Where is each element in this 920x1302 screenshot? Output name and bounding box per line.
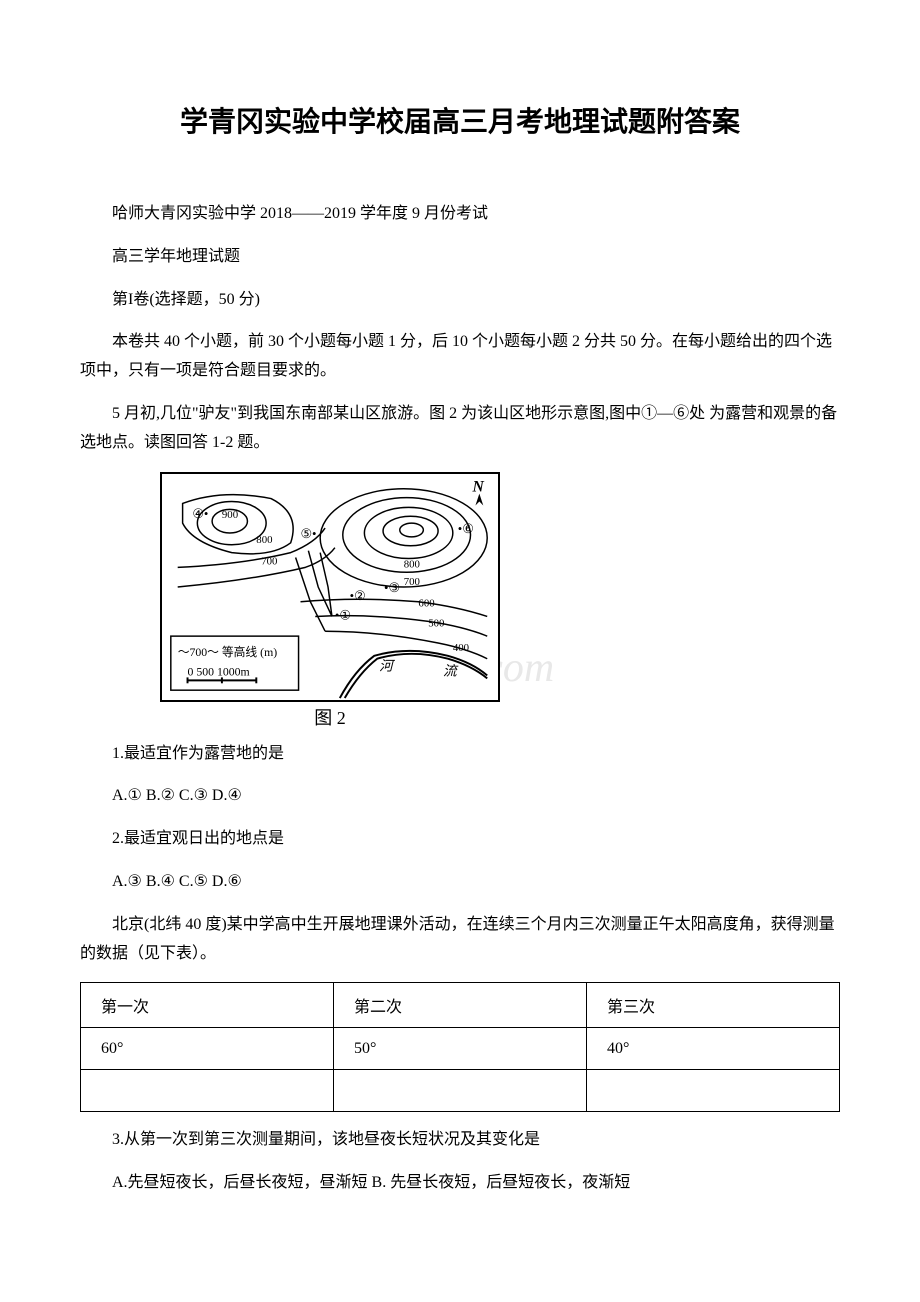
table-row: 60° 50° 40°	[81, 1028, 840, 1070]
contour-label: 700	[404, 576, 420, 588]
point-3: •③	[384, 580, 400, 594]
q1-stem: 1.最适宜作为露营地的是	[80, 740, 840, 769]
contour-label: 800	[256, 533, 272, 545]
point-6: •⑥	[458, 522, 474, 536]
table-cell-empty	[587, 1070, 840, 1112]
measurement-table: 第一次 第二次 第三次 60° 50° 40°	[80, 982, 840, 1112]
legend-scale: 0 500 1000m	[188, 664, 250, 678]
contour-label: 800	[404, 558, 420, 570]
header-line-3: 第I卷(选择题，50 分)	[80, 286, 840, 315]
point-1: •①	[335, 608, 351, 622]
q1-options: A.① B.② C.③ D.④	[80, 782, 840, 811]
contour-label: 700	[261, 555, 277, 567]
contour-map-svg: 900 800 700 800 700 600 500 400 •① •② •③…	[162, 474, 498, 700]
table-header-1: 第一次	[81, 983, 334, 1028]
point-2: •②	[350, 588, 366, 602]
figure-2: 900 800 700 800 700 600 500 400 •① •② •③…	[160, 472, 840, 730]
instruction-text: 本卷共 40 个小题，前 30 个小题每小题 1 分，后 10 个小题每小题 2…	[80, 328, 840, 386]
contour-label: 500	[428, 617, 444, 629]
table-cell: 60°	[81, 1028, 334, 1070]
contour-label: 600	[418, 597, 434, 609]
table-cell-empty	[81, 1070, 334, 1112]
page-title: 学青冈实验中学校届高三月考地理试题附答案	[80, 100, 840, 140]
point-5: ⑤•	[301, 526, 317, 540]
contour-label: 900	[222, 509, 238, 521]
figure-label: 图 2	[290, 704, 370, 730]
river-label: 河	[379, 658, 395, 673]
table-cell-empty	[334, 1070, 587, 1112]
q3-stem: 3.从第一次到第三次测量期间，该地昼夜长短状况及其变化是	[80, 1126, 840, 1155]
table-cell: 40°	[587, 1028, 840, 1070]
contour-label: 400	[453, 641, 469, 653]
q2-options: A.③ B.④ C.⑤ D.⑥	[80, 868, 840, 897]
flow-label: 流	[443, 663, 459, 678]
header-line-1: 哈师大青冈实验中学 2018——2019 学年度 9 月份考试	[80, 200, 840, 229]
table-cell: 50°	[334, 1028, 587, 1070]
passage-2: 北京(北纬 40 度)某中学高中生开展地理课外活动，在连续三个月内三次测量正午太…	[80, 911, 840, 969]
q2-stem: 2.最适宜观日出的地点是	[80, 825, 840, 854]
q3-options: A.先昼短夜长，后昼长夜短，昼渐短 B. 先昼长夜短，后昼短夜长，夜渐短	[80, 1169, 840, 1198]
table-row: 第一次 第二次 第三次	[81, 983, 840, 1028]
table-header-3: 第三次	[587, 983, 840, 1028]
header-line-2: 高三学年地理试题	[80, 243, 840, 272]
north-label: N	[471, 478, 484, 495]
passage-1: 5 月初,几位"驴友"到我国东南部某山区旅游。图 2 为该山区地形示意图,图中①…	[80, 400, 840, 458]
table-header-2: 第二次	[334, 983, 587, 1028]
table-row	[81, 1070, 840, 1112]
legend-contour: ～700～ 等高线 (m)	[178, 644, 278, 658]
point-4: ④•	[192, 507, 208, 521]
